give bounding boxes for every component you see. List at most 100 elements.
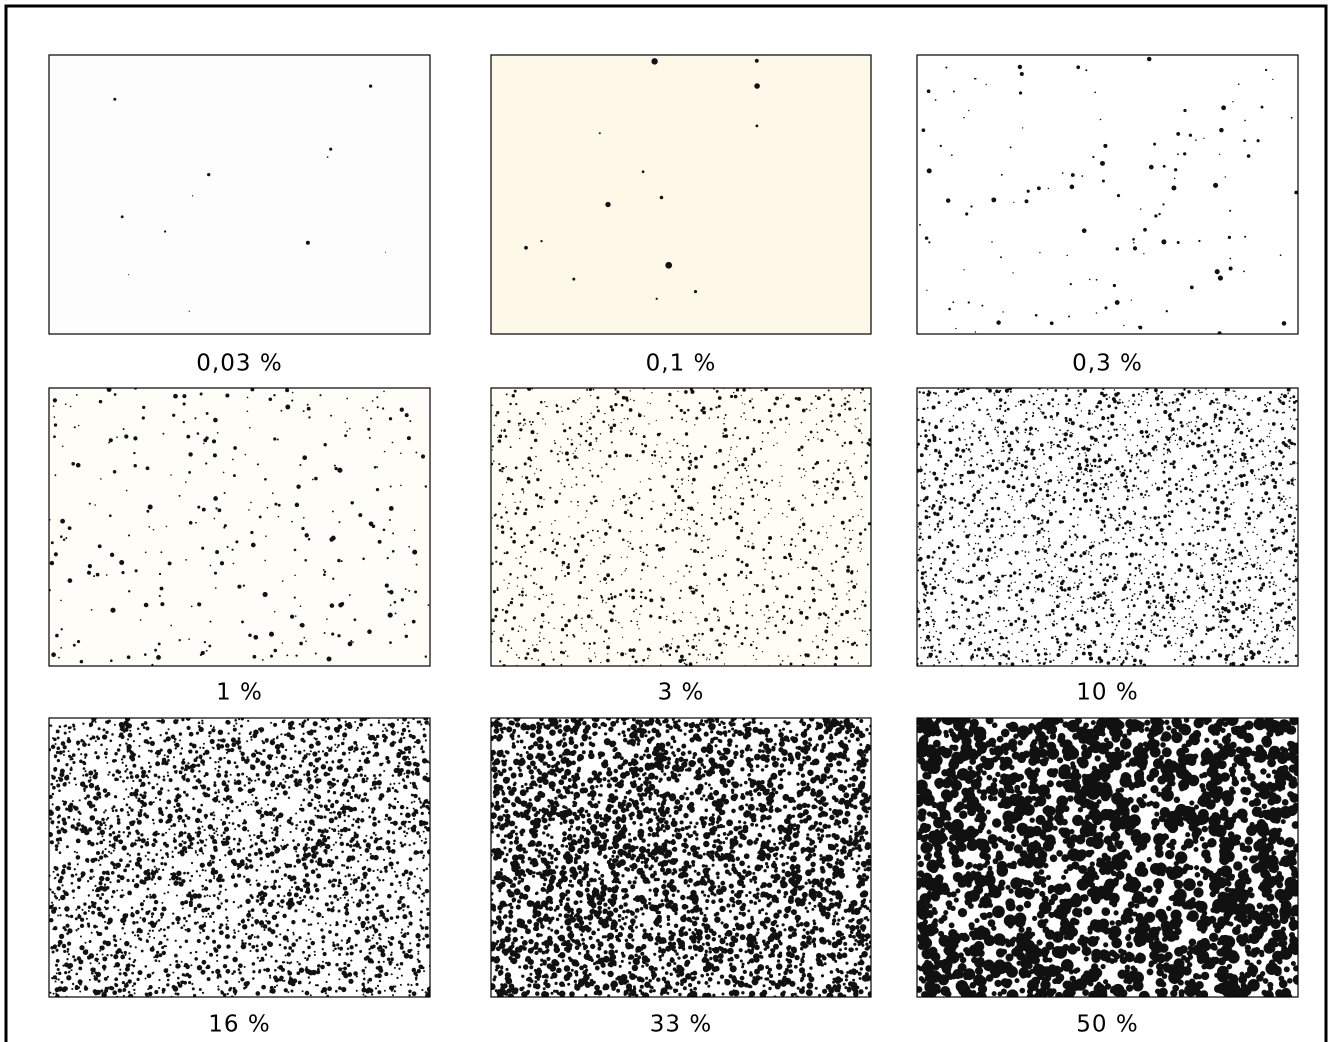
particle xyxy=(346,398,348,400)
particle xyxy=(518,630,520,632)
particle xyxy=(595,656,596,657)
particle xyxy=(1104,649,1108,653)
particle xyxy=(1190,570,1192,572)
particle xyxy=(1010,448,1014,452)
particle xyxy=(556,541,559,544)
particle xyxy=(1183,616,1185,618)
particle xyxy=(576,484,578,486)
particle xyxy=(1012,487,1013,488)
particle xyxy=(1235,477,1237,479)
particle xyxy=(1058,649,1060,651)
particle xyxy=(1256,624,1259,627)
particle xyxy=(1117,659,1118,660)
particle xyxy=(1247,616,1249,618)
particle xyxy=(296,485,300,489)
particle xyxy=(183,924,185,926)
particle xyxy=(1053,659,1055,661)
particle xyxy=(1021,598,1023,600)
particle xyxy=(702,601,704,603)
particle xyxy=(927,657,929,659)
particle xyxy=(1171,578,1173,580)
particle xyxy=(1125,658,1127,660)
particle xyxy=(811,504,814,507)
particle xyxy=(953,644,955,646)
particle xyxy=(1205,441,1206,442)
particle xyxy=(362,969,365,972)
particle xyxy=(1164,644,1167,647)
particle xyxy=(1154,611,1157,614)
particle xyxy=(600,662,601,663)
particle xyxy=(1260,641,1263,644)
particle xyxy=(733,392,735,394)
particle xyxy=(857,418,858,419)
particle xyxy=(168,561,172,565)
particle xyxy=(55,949,58,952)
particle xyxy=(827,580,829,582)
particle xyxy=(802,409,806,413)
particle xyxy=(970,510,973,513)
particle xyxy=(611,612,614,615)
particle xyxy=(994,629,997,632)
particle xyxy=(68,578,73,583)
particle xyxy=(664,518,665,519)
particle xyxy=(378,923,380,925)
particle xyxy=(1012,272,1013,273)
particle xyxy=(690,528,691,529)
particle xyxy=(724,477,725,478)
particle xyxy=(951,154,953,156)
particle xyxy=(1243,408,1245,410)
particle xyxy=(688,653,690,655)
particle xyxy=(797,397,801,401)
particle xyxy=(225,393,229,397)
particle xyxy=(1270,608,1274,612)
particle xyxy=(857,571,858,572)
particle xyxy=(756,125,759,128)
particle xyxy=(824,501,827,504)
particle xyxy=(1038,485,1040,487)
particle xyxy=(601,596,603,598)
particle xyxy=(225,743,230,748)
particle xyxy=(957,628,958,629)
particle xyxy=(629,430,631,432)
particle xyxy=(802,494,804,496)
particle xyxy=(745,611,748,614)
particle xyxy=(955,328,956,329)
particle xyxy=(406,882,408,884)
particle xyxy=(659,525,662,528)
particle xyxy=(378,786,380,788)
particle xyxy=(1153,143,1156,146)
particle xyxy=(404,953,410,959)
particle xyxy=(1152,460,1153,461)
particle xyxy=(680,409,683,412)
particle xyxy=(609,554,610,555)
particle xyxy=(512,394,516,398)
particle xyxy=(1126,651,1128,653)
particle xyxy=(390,936,394,940)
particle xyxy=(1113,542,1115,544)
particle xyxy=(524,246,528,250)
particle xyxy=(1020,499,1021,500)
particle xyxy=(1218,402,1220,404)
particle xyxy=(1171,419,1174,422)
particle xyxy=(936,631,937,632)
particle xyxy=(1181,478,1184,481)
particle xyxy=(53,405,55,407)
particle xyxy=(1255,478,1256,479)
particle xyxy=(1241,542,1243,544)
particle xyxy=(848,599,850,601)
particle xyxy=(975,331,976,332)
particle xyxy=(832,477,834,479)
particle xyxy=(304,559,307,562)
particle xyxy=(1171,186,1176,191)
particle xyxy=(1052,419,1053,420)
particle xyxy=(988,590,992,594)
particle xyxy=(1063,500,1067,504)
particle xyxy=(1233,390,1234,391)
particle xyxy=(716,639,718,641)
particle xyxy=(1040,523,1042,525)
particle xyxy=(1037,517,1040,520)
micrograph xyxy=(917,55,1298,335)
particle xyxy=(56,873,59,876)
particle xyxy=(1149,517,1151,519)
particle xyxy=(854,453,855,454)
